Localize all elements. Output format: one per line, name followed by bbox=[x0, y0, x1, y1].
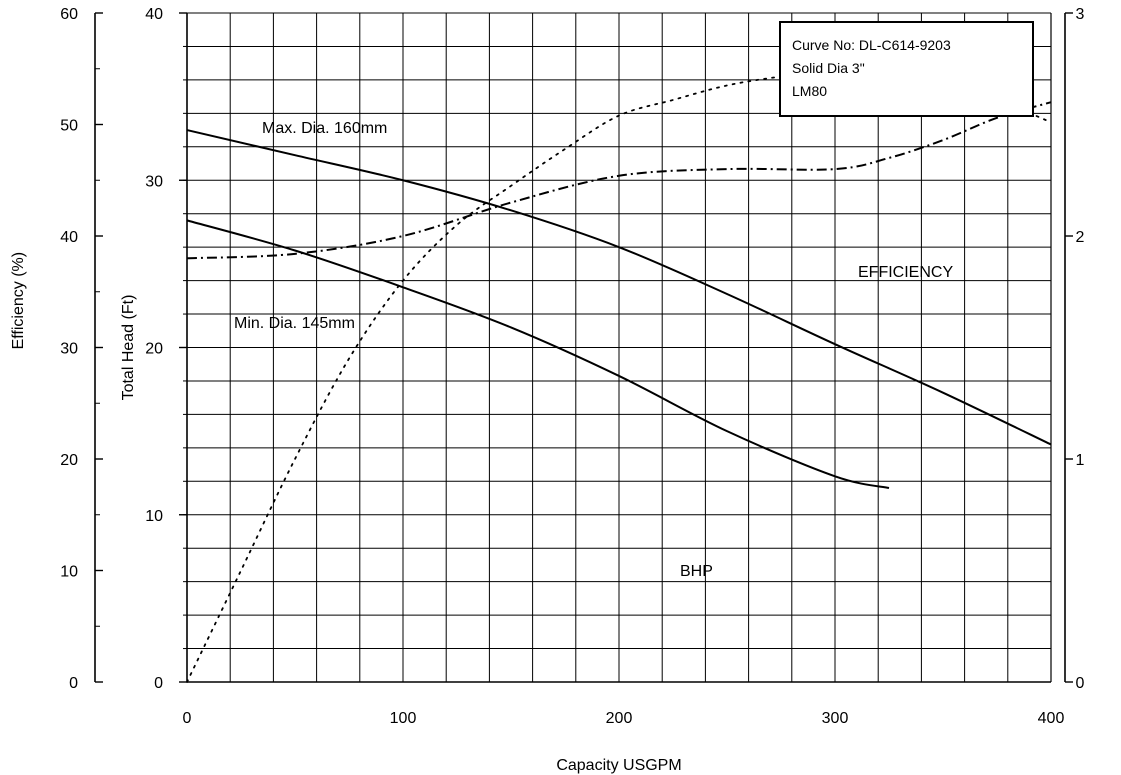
head-tick-label: 40 bbox=[145, 6, 163, 23]
x-tick-label: 0 bbox=[183, 710, 192, 727]
series-label-2: Min. Dia. 145mm bbox=[234, 315, 355, 332]
info-box bbox=[779, 21, 1034, 117]
series-line-3 bbox=[186, 67, 1052, 683]
bhp-tick-label: 3 bbox=[1076, 6, 1085, 23]
head-tick-label: 0 bbox=[154, 675, 163, 692]
efficiency-tick-label: 50 bbox=[60, 118, 78, 135]
info-box-line: Solid Dia 3" bbox=[792, 60, 865, 76]
head-tick-label: 10 bbox=[145, 508, 163, 525]
bhp-tick-label: 1 bbox=[1076, 452, 1085, 469]
series-line-1 bbox=[186, 129, 1052, 446]
head-tick-label: 20 bbox=[145, 341, 163, 358]
bhp-tick-label: 0 bbox=[1076, 675, 1085, 692]
efficiency-tick-label: 20 bbox=[60, 452, 78, 469]
head-tick-label: 30 bbox=[145, 173, 163, 190]
efficiency-axis-title: Efficiency (%) bbox=[10, 252, 27, 350]
info-box-line: Curve No: DL-C614-9203 bbox=[792, 37, 951, 53]
x-tick-label: 100 bbox=[390, 710, 417, 727]
info-box-line: LM80 bbox=[792, 83, 827, 99]
series-line-2 bbox=[186, 219, 890, 489]
series-label-1: Max. Dia. 160mm bbox=[262, 120, 387, 137]
chart-labels: Max. Dia. 160mm Min. Dia. 145mm EFFICIENCY… bbox=[234, 21, 1034, 580]
bhp-tick-label: 2 bbox=[1076, 229, 1085, 246]
x-tick-label: 300 bbox=[822, 710, 849, 727]
efficiency-tick-label: 10 bbox=[60, 564, 78, 581]
series-label-3: EFFICIENCY bbox=[858, 264, 953, 281]
efficiency-tick-label: 40 bbox=[60, 229, 78, 246]
efficiency-tick-label: 0 bbox=[69, 675, 78, 692]
efficiency-tick-label: 30 bbox=[60, 341, 78, 358]
chart-curves bbox=[186, 67, 1052, 683]
series-label-4: BHP bbox=[680, 563, 713, 580]
x-axis-title: Capacity USGPM bbox=[556, 757, 681, 774]
series-line-4 bbox=[186, 101, 1052, 260]
head-axis-title: Total Head (Ft) bbox=[120, 295, 137, 401]
x-tick-label: 200 bbox=[606, 710, 633, 727]
efficiency-tick-label: 60 bbox=[60, 6, 78, 23]
x-tick-label: 400 bbox=[1038, 710, 1065, 727]
